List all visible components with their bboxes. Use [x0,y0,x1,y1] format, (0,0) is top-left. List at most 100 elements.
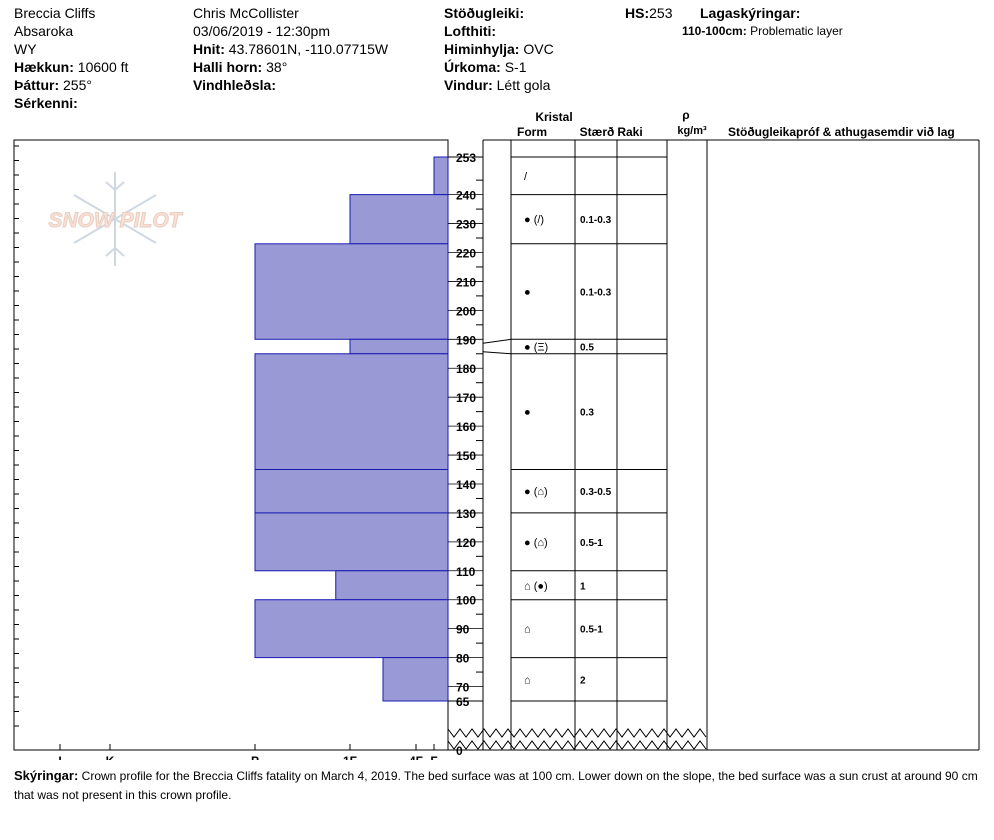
header-left: Breccia Cliffs Absaroka WY Hækkun: 10600… [14,4,128,112]
precipitation: Úrkoma: S-1 [444,58,554,76]
coordinates: Hnit: 43.78601N, -110.07715W [193,40,388,58]
hs-value: 253 [649,5,673,21]
snow-profile-chart: SNOW PILOT I K P 1F 4F F Kristal Form Stærð R… [13,108,980,760]
layer-row: / [511,156,667,183]
y-tick-label: 180 [456,362,476,376]
y-tick-label: 220 [456,246,476,260]
coords-label: Hnit: [193,41,225,57]
aspect-value: 255° [63,77,92,93]
y-tick-label: 190 [456,333,476,347]
grain-form: ⌂ (●) [524,580,548,592]
grain-size: 0.1-0.3 [580,215,612,226]
y-tick-label: 230 [456,218,476,232]
notes-label: Skýringar: [14,768,79,783]
slope-value: 38° [266,59,288,75]
notes-text: Crown profile for the Breccia Cliffs fat… [14,769,978,802]
y-tick-label: 170 [456,391,476,405]
size-header: Stærð [580,125,615,139]
state: WY [14,41,37,57]
y-tick-label: 210 [456,275,476,289]
grain-size: 0.3 [580,408,594,419]
y-tick-label: 120 [456,536,476,550]
notes: Skýringar: Crown profile for the Breccia… [14,766,992,805]
grain-form: ● (/) [524,214,544,226]
layer-connector [482,338,512,344]
elevation: Hækkun: 10600 ft [14,58,128,76]
layer-row: ● (Ξ) 0.5 [511,338,667,354]
y-tick-label: 160 [456,420,476,434]
air-temp-label: Lofthiti: [444,23,497,39]
layer-row: ⌂ 0.5-1 [511,599,667,636]
sky-cover: Himinhylja: OVC [444,40,554,58]
layer-row: ● (/) 0.1-0.3 [511,194,667,226]
hardness-bar [335,570,449,601]
hardness-bar [254,512,449,572]
depth-axis: 253 240 230 220 210 200 190 180 170 160 150 140 130 1… [448,151,483,758]
sky-label: Himinhylja: [444,41,520,57]
legend-item: 110-100cm: Problematic layer [682,22,843,40]
grain-form: ⌂ [524,624,531,636]
layer-row: ⌂ (●) 1 [511,570,667,592]
grain-size: 2 [580,675,586,686]
layer-row: ● 0.3 [511,353,667,419]
hardness-bar [382,657,449,702]
grain-form: ● (⌂) [524,537,548,549]
grain-size: 1 [580,581,586,592]
grain-size: 0.3-0.5 [580,487,612,498]
x-tick-label: P [251,754,259,760]
grain-form: ● [524,287,531,299]
hs-label: HS: [625,5,650,21]
snowpilot-logo: SNOW PILOT [48,172,184,266]
layer-connector [482,351,512,355]
legend-item-range: 110-100cm: [682,24,747,38]
moisture-header: Raki [617,125,642,139]
form-header: Form [517,125,547,139]
coords-value: 43.78601N, -110.07715W [228,41,389,57]
slope-label: Halli horn: [193,59,263,75]
layer-rows: / ● (/) 0.1-0.3 ● 0.1-0.3 ● (Ξ) 0.5 ● 0.3 ● (⌂) 0.… [482,156,667,702]
observation-datetime: 03/06/2019 - 12:30pm [193,23,330,39]
y-tick-label: 240 [456,189,476,203]
layer-row: ● (⌂) 0.3-0.5 [511,469,667,498]
legend-title: Lagaskýringar: [700,5,801,21]
wind-label: Vindur: [444,77,493,93]
mountain-range: Absaroka [14,23,74,39]
snowflake-icon [73,172,157,266]
features: Sérkenni: [14,94,128,112]
break-zigzag [447,740,707,750]
grain-form: ● (Ξ) [524,342,548,354]
crystal-header: Kristal [535,110,572,124]
hardness-bar [254,353,449,471]
x-tick-label: 4F [409,754,423,760]
y-tick-label: 100 [456,594,476,608]
hardness-bar [254,469,449,514]
y-tick-label: 90 [456,623,470,637]
y-tick-label: 140 [456,478,476,492]
x-tick-label: F [430,754,437,760]
hardness-bar [254,599,449,659]
hardness-bar [433,156,449,196]
y-tick-label: 0 [456,744,463,758]
hardness-bar [349,338,449,355]
density-header: kg/m³ [677,125,707,137]
header-middle: Chris McCollister 03/06/2019 - 12:30pm H… [193,4,388,94]
y-tick-label: 80 [456,652,470,666]
axis-break [447,728,707,750]
logo-text: SNOW PILOT [49,209,184,232]
y-tick-label: 70 [456,681,470,695]
precip-label: Úrkoma: [444,59,501,75]
layer-row: ⌂ 2 [511,657,667,686]
layer-row: ● 0.1-0.3 [511,243,667,299]
grain-form: / [524,171,528,183]
slope-angle: Halli horn: 38° [193,58,388,76]
legend-item-text: Problematic layer [750,24,843,38]
y-tick-label: 65 [456,695,470,709]
hardness-bar [254,243,449,340]
grain-form: ● [524,407,531,419]
y-tick-label: 130 [456,507,476,521]
hardness-bars [254,156,449,702]
location-name: Breccia Cliffs [14,5,96,21]
sky-value: OVC [523,41,554,57]
grain-size: 0.5-1 [580,625,603,636]
wind-value: Létt gola [496,77,551,93]
